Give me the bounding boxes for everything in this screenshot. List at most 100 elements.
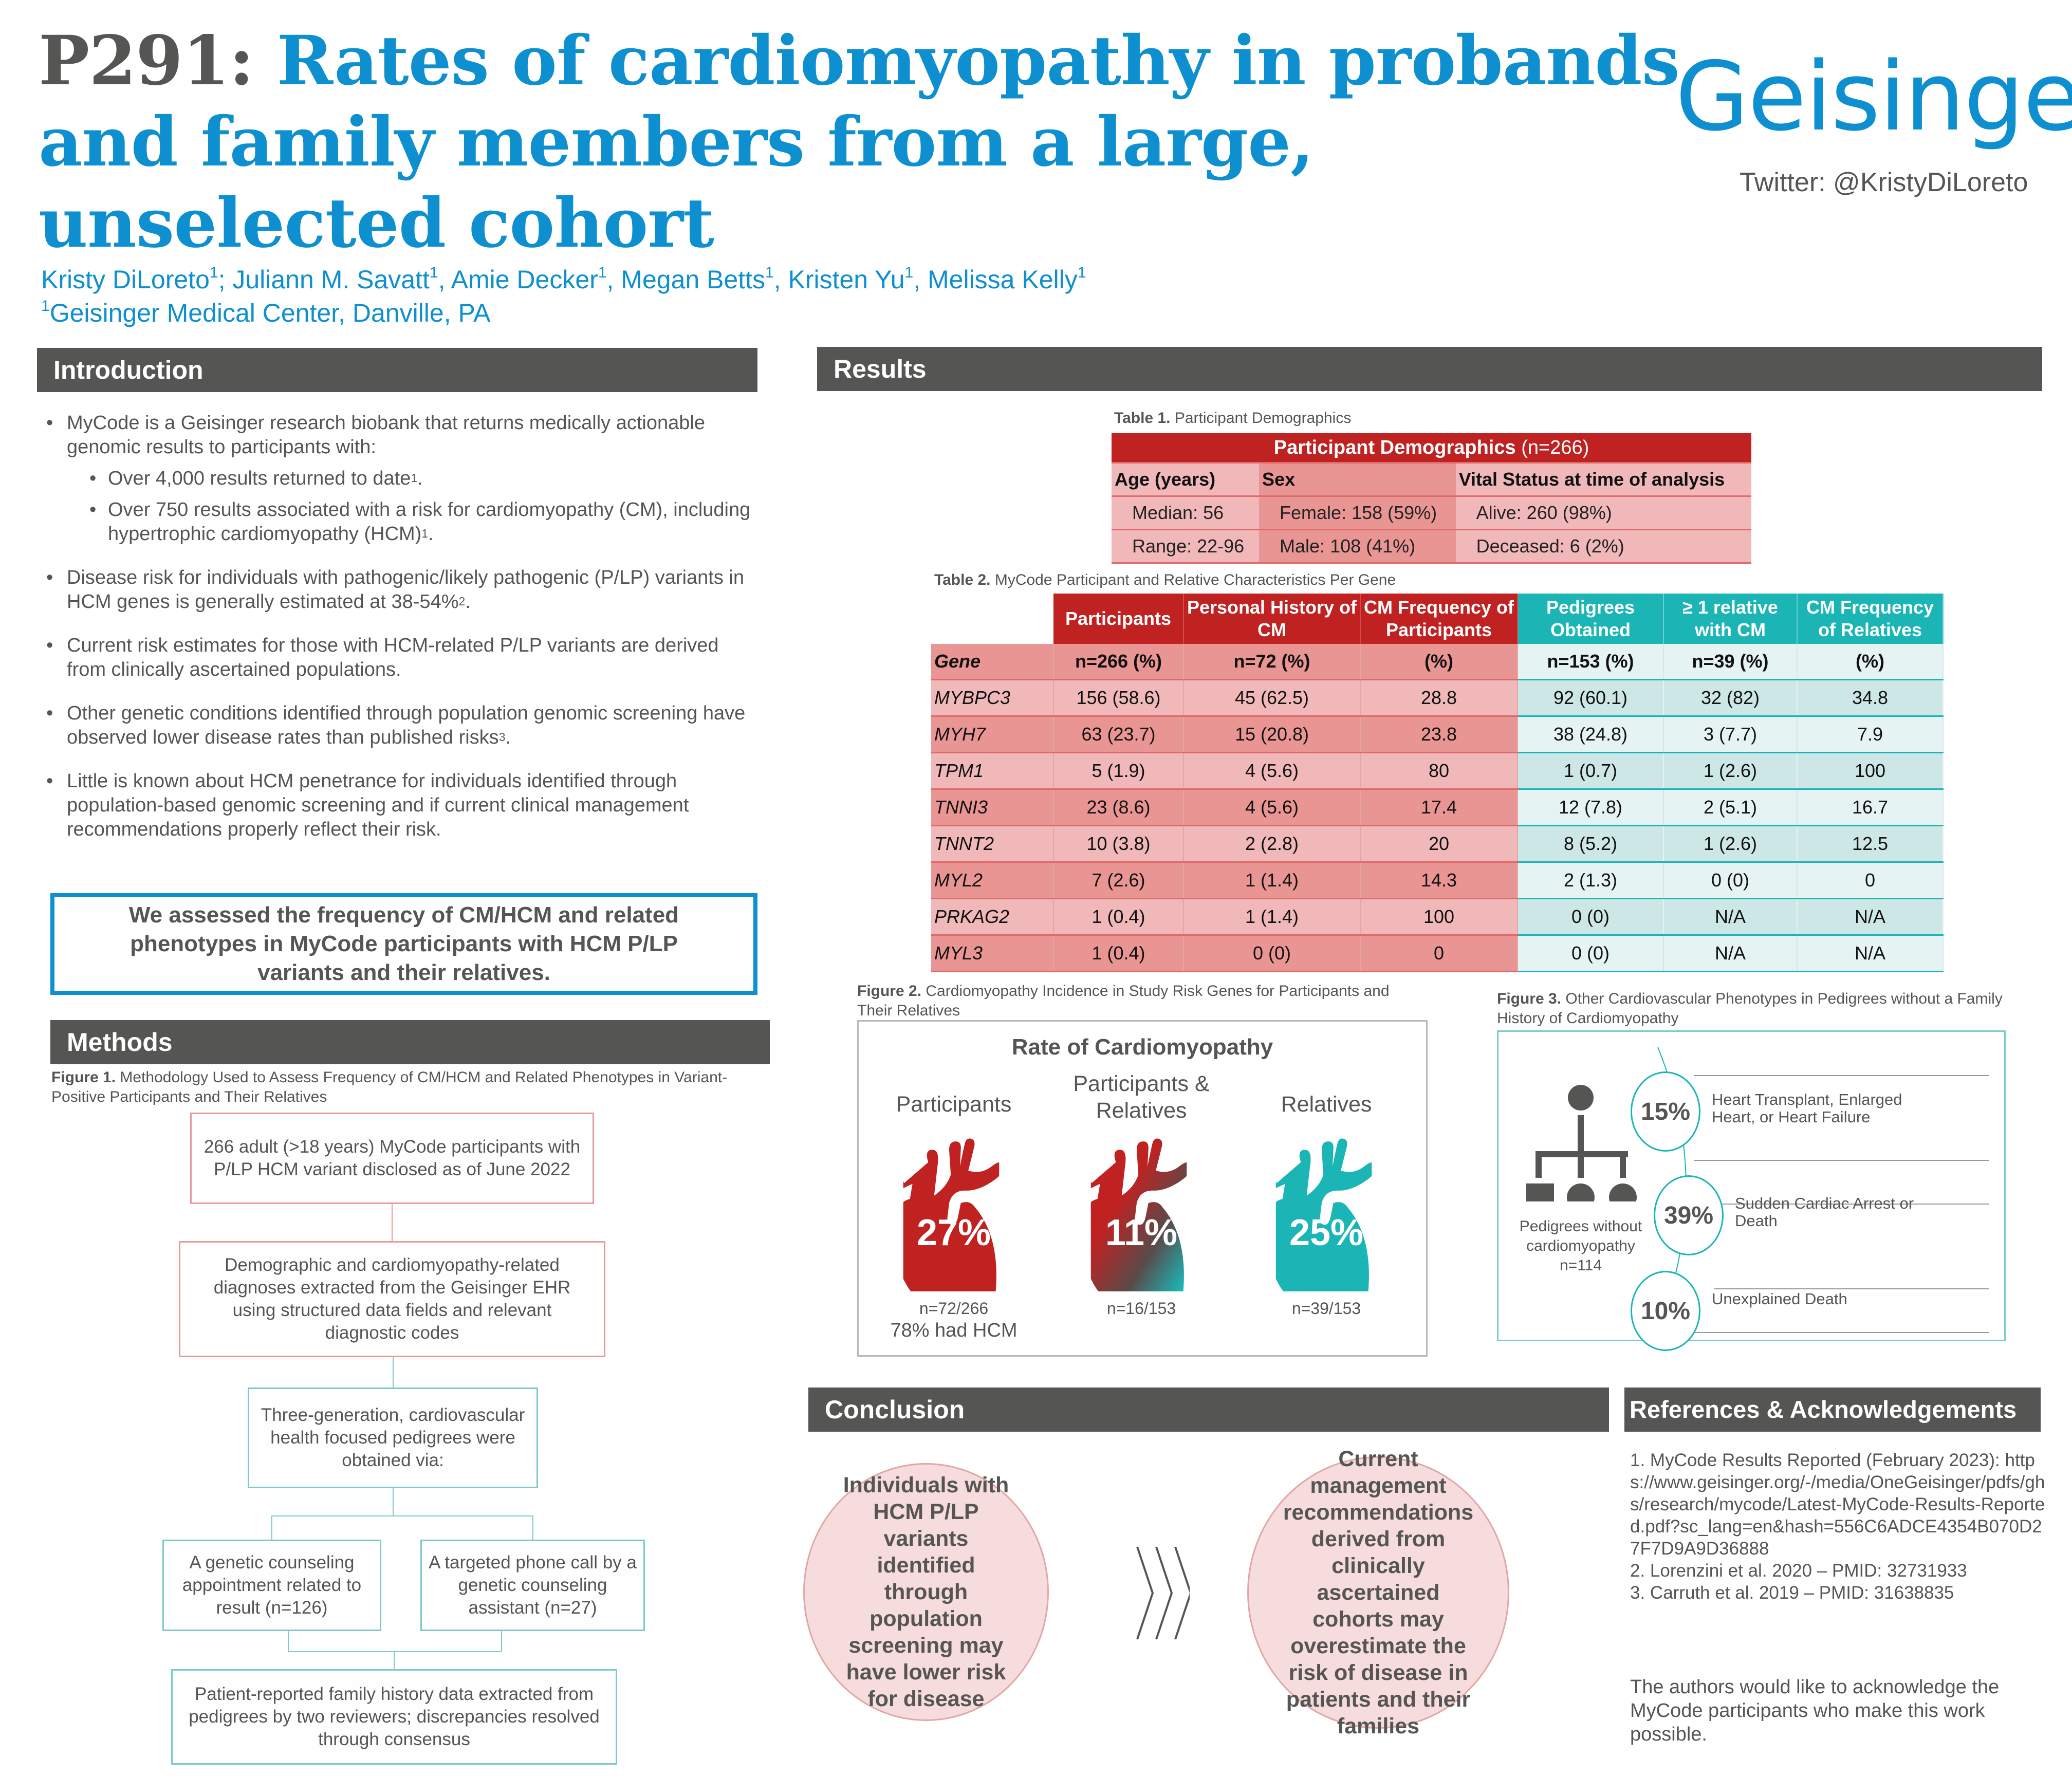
flow-connector	[394, 1651, 395, 1670]
table-cell: 2 (2.8)	[1183, 825, 1361, 863]
intro-bullet: Current risk estimates for those with HC…	[46, 634, 755, 682]
table-cell: 14.3	[1360, 862, 1518, 899]
table-cell: 0 (0)	[1663, 862, 1798, 899]
table-row: TNNT2 10 (3.8) 2 (2.8) 20 8 (5.2) 1 (2.6) 12.5	[931, 825, 1944, 863]
references-list: 1. MyCode Results Reported (February 202…	[1630, 1449, 2051, 1604]
table-cell: N/A	[1663, 935, 1798, 972]
column-subheader: (%)	[1360, 644, 1518, 680]
author: Juliann M. Savatt1,	[232, 264, 451, 294]
reference-item[interactable]: 1. MyCode Results Reported (February 202…	[1630, 1450, 2045, 1559]
table-cell: 12.5	[1797, 825, 1944, 863]
intro-sub-bullet: Over 750 results associated with a risk …	[67, 498, 755, 546]
table-cell: 15 (20.8)	[1183, 716, 1361, 753]
table-row: MYL2 7 (2.6) 1 (1.4) 14.3 2 (1.3) 0 (0) 0	[931, 862, 1944, 899]
table-cell: Female: 158 (59%)	[1259, 496, 1456, 530]
table-cell: 100	[1360, 898, 1518, 936]
gene-name-cell: MYH7	[931, 716, 1054, 753]
flow-connector	[501, 1631, 502, 1652]
methods-heading: Methods	[50, 1020, 770, 1064]
gene-column-header: Gene	[931, 644, 1054, 680]
column-header-participants: Participants	[1053, 594, 1184, 644]
phenotype-percentage-circle: 10%	[1631, 1271, 1700, 1351]
table-cell: 16.7	[1797, 789, 1944, 826]
poster-number: P291:	[39, 21, 254, 101]
table-cell: Male: 108 (41%)	[1259, 529, 1456, 564]
figure2-panel: Rate of Cardiomyopathy Participants 27% n=…	[857, 1020, 1428, 1357]
gene-name-cell: MYL2	[931, 862, 1054, 899]
table-cell: Range: 22-96	[1112, 529, 1260, 564]
intro-sub-bullet: Over 4,000 results returned to date1.	[67, 467, 755, 491]
phenotype-label: Unexplained Death	[1712, 1290, 1847, 1308]
intro-bullet: Disease risk for individuals with pathog…	[46, 566, 755, 614]
heart-label: Relatives	[1281, 1092, 1372, 1117]
table-cell: 1 (2.6)	[1663, 752, 1798, 790]
references-heading: References & Acknowledgements	[1624, 1387, 2041, 1432]
heart-percentage: 25%	[1289, 1212, 1364, 1253]
phenotype-percentage-circle: 15%	[1631, 1071, 1700, 1152]
author: Kristy DiLoreto1;	[41, 264, 233, 294]
author: Kristen Yu1,	[788, 264, 928, 294]
heart-label: Participants & Relatives	[1073, 1071, 1210, 1123]
table-cell: 4 (5.6)	[1183, 752, 1361, 790]
flow-connector	[271, 1515, 532, 1516]
table-row: MYBPC3 156 (58.6) 45 (62.5) 28.8 92 (60.1) 32…	[931, 679, 1944, 717]
table-cell: 7.9	[1797, 716, 1944, 753]
table-row: TPM1 5 (1.9) 4 (5.6) 80 1 (0.7) 1 (2.6) 100	[931, 752, 1944, 790]
table-cell: 1 (0.4)	[1053, 898, 1184, 936]
heart-group: Participants 27% n=72/266 78% had HCM	[869, 1070, 1039, 1348]
column-header-cm-frequency-participants: CM Frequency of Participants	[1360, 594, 1518, 644]
flow-connector	[532, 1515, 533, 1540]
table-row: Range: 22-96 Male: 108 (41%) Deceased: 6…	[1112, 529, 1751, 564]
table-group-header-row: Participants Personal History of CM CM F…	[931, 594, 1944, 644]
table-cell: 45 (62.5)	[1183, 679, 1361, 717]
pedigree-icon	[1526, 1085, 1637, 1201]
heart-percentage: 27%	[916, 1212, 991, 1253]
table-row: MYL3 1 (0.4) 0 (0) 0 0 (0) N/A N/A	[931, 935, 1944, 972]
figure2-title: Rate of Cardiomyopathy	[1011, 1034, 1273, 1060]
title-line-3: unselected cohort	[39, 183, 714, 263]
column-subheader: n=72 (%)	[1183, 644, 1361, 680]
intro-bullet: Other genetic conditions identified thro…	[46, 701, 755, 750]
table-row: PRKAG2 1 (0.4) 1 (1.4) 100 0 (0) N/A N/A	[931, 898, 1944, 936]
heart-note: 78% had HCM	[890, 1320, 1017, 1341]
table-cell: 0 (0)	[1183, 935, 1361, 972]
aim-statement-box: We assessed the frequency of CM/HCM and …	[50, 893, 757, 995]
flow-connector	[288, 1631, 289, 1652]
flow-step-phone-call: A targeted phone call by a genetic couns…	[420, 1540, 645, 1631]
introduction-heading: Introduction	[37, 348, 757, 392]
author: Melissa Kelly1	[928, 264, 1086, 294]
column-header: Vital Status at time of analysis	[1455, 462, 1751, 497]
table-cell: 2 (5.1)	[1663, 789, 1798, 826]
heart-label: Participants	[896, 1092, 1012, 1117]
flow-connector	[271, 1515, 272, 1540]
blank-header	[931, 594, 1053, 644]
twitter-handle[interactable]: Twitter: @KristyDiLoreto	[1740, 168, 2028, 197]
gene-name-cell: TNNT2	[931, 825, 1054, 863]
gene-name-cell: TNNI3	[931, 789, 1054, 826]
gene-name-cell: MYL3	[931, 935, 1054, 972]
table-cell: 0 (0)	[1518, 935, 1664, 972]
table-cell: 1 (2.6)	[1663, 825, 1798, 863]
column-header-cm-frequency-relatives: CM Frequency of Relatives	[1797, 594, 1944, 644]
reference-item: 2. Lorenzini et al. 2020 – PMID: 3273193…	[1630, 1561, 1967, 1581]
figure2-caption: Figure 2. Cardiomyopathy Incidence in St…	[857, 983, 1390, 1019]
column-header: Age (years)	[1112, 462, 1260, 497]
author: Amie Decker1,	[451, 264, 621, 294]
table-cell: 10 (3.8)	[1053, 825, 1184, 863]
demographics-table-title: Participant Demographics (n=266)	[1112, 433, 1751, 464]
heart-group: Participants & Relatives 11% n=16/153	[1057, 1070, 1226, 1348]
phenotype-label: Sudden Cardiac Arrest or Death	[1735, 1194, 1914, 1230]
table-cell: 23 (8.6)	[1053, 789, 1184, 826]
table-cell: Alive: 260 (98%)	[1455, 496, 1751, 530]
gene-name-cell: TPM1	[931, 752, 1054, 790]
column-header-pedigrees: Pedigrees Obtained	[1518, 594, 1664, 644]
gene-characteristics-table: Participants Personal History of CM CM F…	[931, 594, 1944, 972]
figure1-caption: Figure 1. Methodology Used to Assess Fre…	[51, 1069, 728, 1105]
table-row: Median: 56 Female: 158 (59%) Alive: 260 …	[1112, 496, 1751, 530]
table-row: MYH7 63 (23.7) 15 (20.8) 23.8 38 (24.8) 3 (7.…	[931, 716, 1944, 753]
conclusion-left-oval: Individuals with HCM P/LP variants ident…	[803, 1463, 1049, 1721]
heart-n: n=72/266	[919, 1299, 989, 1318]
table-cell: 8 (5.2)	[1518, 825, 1664, 863]
introduction-list: MyCode is a Geisinger research biobank t…	[46, 411, 755, 861]
column-header-relative-with-cm: ≥ 1 relative with CM	[1663, 594, 1798, 644]
